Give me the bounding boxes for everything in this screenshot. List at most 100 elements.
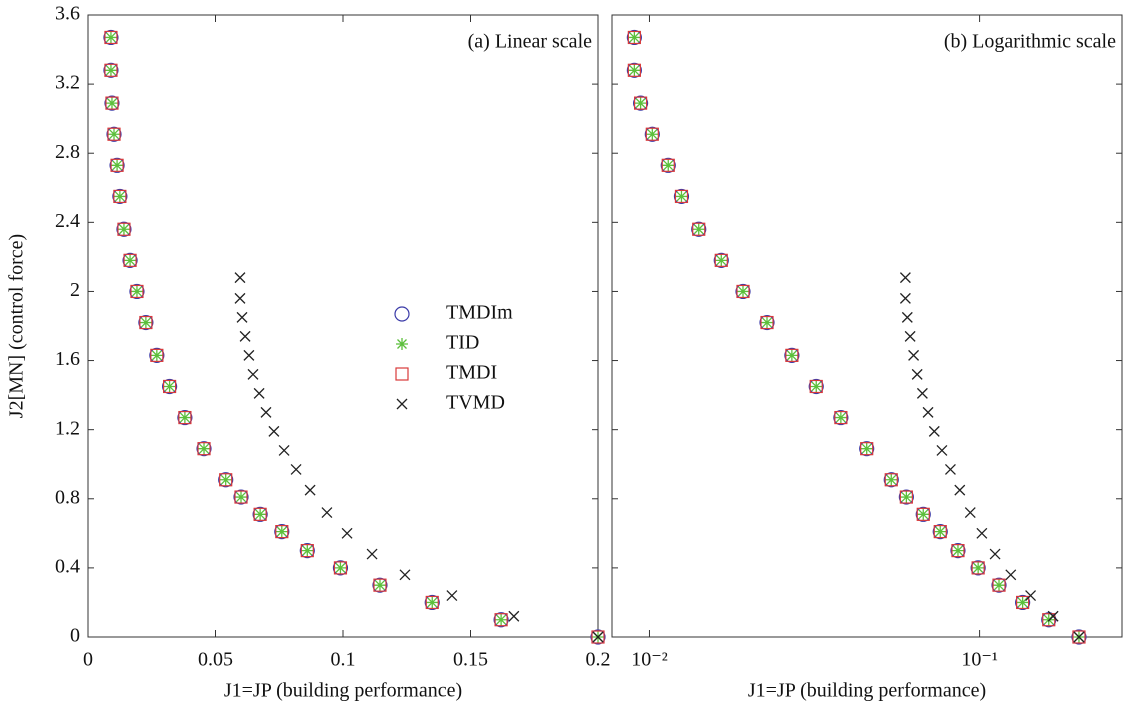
- marker-circle: [233, 489, 249, 505]
- annotation: (b) Logarithmic scale: [944, 31, 1116, 53]
- marker-square: [107, 127, 121, 141]
- marker-square: [736, 284, 750, 299]
- marker-circle: [735, 283, 751, 300]
- marker-x: [936, 444, 948, 456]
- marker-star: [951, 544, 964, 557]
- marker-circle: [713, 252, 729, 268]
- marker-star: [108, 128, 121, 141]
- marker-star: [275, 525, 288, 538]
- marker-circle: [138, 314, 154, 331]
- marker-square: [884, 473, 898, 487]
- marker-star: [634, 97, 647, 110]
- marker-circle: [1071, 629, 1087, 645]
- marker-star: [219, 473, 232, 486]
- legend-label: TVMD: [446, 392, 505, 414]
- x-axis-label: J1=JP (building performance): [748, 680, 986, 702]
- marker-square: [130, 284, 144, 299]
- y-tick-label: 3.6: [55, 3, 80, 25]
- marker-circle: [590, 629, 606, 645]
- marker-square: [860, 442, 874, 456]
- marker-square: [104, 30, 118, 45]
- marker-star: [301, 544, 314, 557]
- marker-square: [1016, 595, 1030, 610]
- marker-star: [198, 442, 211, 455]
- marker-square: [105, 96, 119, 110]
- marker-star: [254, 508, 267, 521]
- marker-circle: [883, 472, 899, 488]
- marker-x: [268, 425, 280, 437]
- marker-star: [885, 473, 898, 486]
- x-axis-label: J1=JP (building performance): [224, 680, 462, 702]
- marker-star: [104, 31, 117, 44]
- marker-x: [341, 527, 353, 539]
- marker-circle: [833, 409, 849, 426]
- marker-square: [760, 315, 774, 330]
- marker-x: [899, 272, 911, 284]
- y-tick-label: 1.2: [55, 417, 80, 439]
- marker-square: [373, 578, 387, 592]
- marker-square: [916, 507, 930, 521]
- marker-circle: [932, 524, 948, 540]
- marker-circle: [129, 283, 145, 300]
- marker-square: [1042, 613, 1056, 627]
- marker-star: [163, 380, 176, 393]
- marker-star: [150, 349, 163, 362]
- marker-star: [692, 223, 705, 236]
- marker-circle: [103, 62, 119, 78]
- marker-x: [904, 330, 916, 342]
- marker-star: [104, 64, 117, 77]
- marker-circle: [898, 489, 914, 505]
- marker-square: [834, 410, 848, 425]
- marker-square: [627, 30, 641, 45]
- legend-label: TMDIm: [446, 302, 513, 324]
- marker-x: [944, 463, 956, 475]
- marker-circle: [691, 221, 707, 237]
- marker-x: [964, 507, 976, 519]
- marker-square: [117, 222, 131, 236]
- marker-square: [692, 222, 706, 236]
- marker-square: [139, 315, 153, 330]
- marker-square: [971, 561, 985, 575]
- marker-square: [197, 442, 211, 456]
- marker-star: [628, 64, 641, 77]
- marker-circle: [109, 157, 125, 173]
- marker-circle: [970, 560, 986, 576]
- marker-circle: [299, 543, 315, 559]
- marker-square: [253, 507, 267, 521]
- marker-square: [219, 473, 233, 487]
- marker-x: [247, 368, 259, 380]
- marker-x: [908, 349, 920, 361]
- x-tick-label: 10⁻¹: [961, 649, 998, 671]
- marker-square: [110, 158, 124, 172]
- marker-circle: [991, 577, 1007, 593]
- marker-square: [951, 544, 965, 558]
- marker-star: [993, 579, 1006, 592]
- marker-x: [236, 311, 248, 323]
- marker-star: [178, 411, 191, 424]
- marker-square: [300, 544, 314, 558]
- marker-circle: [122, 252, 138, 268]
- marker-x: [592, 631, 604, 643]
- marker-star: [900, 491, 913, 504]
- marker-circle: [1015, 594, 1031, 611]
- legend-label: TID: [446, 332, 479, 354]
- marker-square: [150, 348, 164, 362]
- marker-x: [304, 484, 316, 496]
- marker-circle: [394, 306, 410, 322]
- marker-star: [785, 349, 798, 362]
- marker-circle: [218, 472, 234, 488]
- marker-circle: [116, 221, 132, 237]
- marker-star: [105, 97, 118, 110]
- marker-x: [278, 444, 290, 456]
- marker-star: [124, 254, 137, 267]
- marker-circle: [950, 543, 966, 559]
- marker-star: [662, 159, 675, 172]
- y-tick-label: 0.8: [55, 486, 80, 508]
- marker-x: [922, 406, 934, 418]
- marker-x: [1025, 590, 1037, 601]
- marker-circle: [332, 560, 349, 576]
- marker-star: [675, 190, 688, 203]
- marker-square: [809, 379, 823, 394]
- marker-star: [111, 159, 124, 172]
- marker-square: [395, 367, 409, 381]
